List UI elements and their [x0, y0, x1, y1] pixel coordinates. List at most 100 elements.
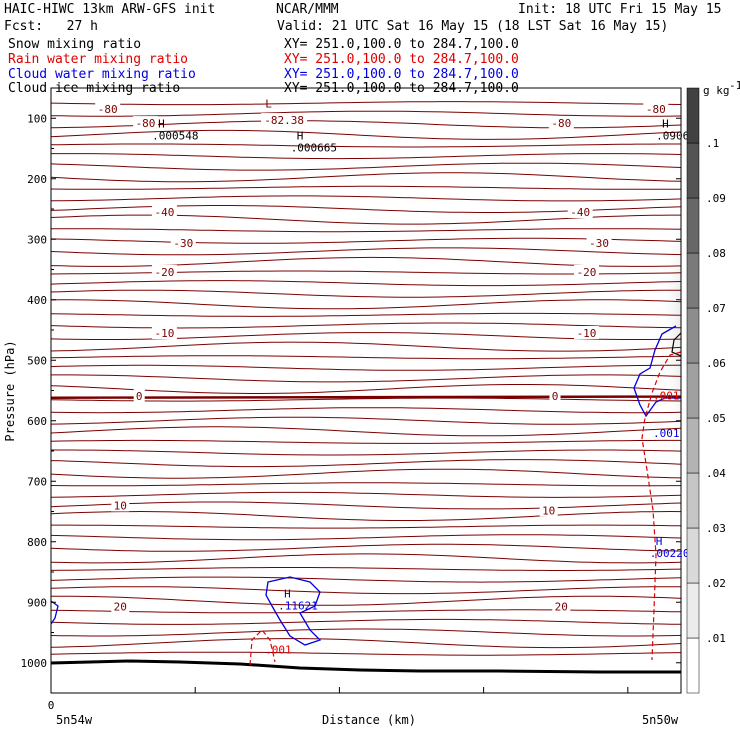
ice-shading [650, 222, 681, 438]
x-axis-label: Distance (km) [322, 713, 416, 727]
isotherm-line [51, 468, 681, 479]
isotherm-line [51, 543, 681, 552]
isotherm-line [51, 195, 681, 202]
cloud-water-contour [51, 600, 59, 625]
center-label: NCAR/MMM [276, 2, 339, 17]
field-name-cloud-water: Cloud water mixing ratio [8, 67, 196, 82]
colorbar-segment [686, 142, 700, 199]
temperature-label: -82.38 [264, 114, 304, 127]
temperature-label-bg [151, 205, 177, 219]
isotherm-line [51, 172, 681, 183]
isotherm-line [51, 524, 681, 529]
y-tick-label: 700 [27, 475, 47, 488]
temperature-label: 20 [555, 600, 568, 613]
isotherm-line [51, 576, 681, 583]
isotherm-line [51, 355, 681, 360]
field-xy-rain: XY= 251.0,100.0 to 284.7,100.0 [284, 52, 519, 67]
colorbar-label: .06 [706, 357, 726, 370]
temperature-label: 0 [136, 390, 143, 403]
extremum-marker: H [662, 117, 669, 130]
temperature-label: -20 [154, 266, 174, 279]
field-name-snow: Snow mixing ratio [8, 37, 142, 52]
isotherm-line [51, 595, 681, 606]
y-tick-label: 500 [27, 354, 47, 367]
temperature-label-bg [552, 599, 571, 613]
isotherm-line [51, 101, 681, 106]
y-tick-label: 600 [27, 415, 47, 428]
temperature-label: 10 [114, 499, 127, 512]
temperature-label-bg [548, 116, 574, 130]
isotherm-line [51, 299, 681, 310]
isotherm-line [51, 162, 681, 171]
temperature-label: -30 [589, 237, 609, 250]
isotherm-line [51, 567, 681, 571]
y-tick-label: 300 [27, 233, 47, 246]
temperature-label-bg [586, 235, 612, 249]
temperature-label: -80 [98, 103, 118, 116]
model-title: HAIC-HIWC 13km ARW-GFS init [4, 2, 216, 17]
cloud-water-contour [633, 325, 681, 418]
temperature-label: -80 [646, 103, 666, 116]
temperature-label: -10 [577, 327, 597, 340]
field-xy-cloud-water: XY= 251.0,100.0 to 284.7,100.0 [284, 67, 519, 82]
isotherm-line [51, 110, 681, 117]
extremum-marker: H [284, 587, 291, 600]
x-start-location: 5n54w [56, 713, 93, 727]
temperature-label-bg [151, 326, 177, 340]
isotherm-line [51, 534, 681, 541]
colorbar-segment [686, 582, 700, 639]
isotherm-line [51, 374, 681, 383]
zero-isotherm [51, 395, 681, 399]
y-tick-label: 1000 [21, 657, 48, 670]
isotherm-line [51, 228, 681, 233]
isotherm-line [51, 237, 681, 244]
isotherm-line [51, 628, 681, 637]
isotherm-line [51, 651, 681, 656]
colorbar-label: .05 [706, 412, 726, 425]
temperature-label-bg [133, 116, 158, 130]
colorbar-segment [686, 527, 700, 584]
init-time: Init: 18 UTC Fri 15 May 15 [518, 2, 722, 17]
temperature-label-bg [151, 264, 177, 278]
temperature-label: -20 [577, 266, 597, 279]
isotherm-line [51, 618, 681, 625]
colorbar-segment [686, 637, 700, 694]
valid-time: Valid: 21 UTC Sat 16 May 15 (18 LST Sat … [277, 19, 669, 34]
y-tick-label: 200 [27, 173, 47, 186]
x-zero-tick-label: 0 [48, 699, 55, 712]
isotherm-line [51, 143, 681, 148]
isotherm-line [51, 638, 681, 649]
isotherm-line [51, 289, 681, 298]
colorbar-segment [686, 197, 700, 254]
colorbar-segment [686, 307, 700, 364]
temperature-label-bg [261, 113, 308, 127]
isotherm-line [51, 459, 681, 468]
forecast-hour: Fcst: 27 h [4, 19, 98, 34]
extremum-value: .002206 [650, 547, 696, 560]
temperature-label-bg [574, 264, 599, 278]
temperature-label-bg [643, 102, 669, 116]
contour-value-label: .001 [653, 427, 680, 440]
isotherm-line [51, 384, 681, 394]
temperature-label: -30 [173, 237, 193, 250]
extremum-marker: H [158, 117, 165, 130]
y-tick-label: 800 [27, 536, 47, 549]
colorbar-label: .01 [706, 632, 726, 645]
field-name-rain: Rain water mixing ratio [8, 52, 189, 67]
isotherm-line [51, 586, 681, 595]
colorbar-label: .03 [706, 522, 726, 535]
temperature-label-bg [95, 102, 121, 116]
isotherm-line [51, 312, 681, 317]
colorbar-label: .04 [706, 467, 726, 480]
isotherm-line [51, 416, 681, 425]
x-end-location: 5n50w [642, 713, 679, 727]
isotherm-line [51, 397, 681, 402]
colorbar-segment [686, 362, 700, 419]
terrain-line [51, 659, 681, 674]
temperature-label-bg [539, 503, 558, 517]
colorbar-segment [686, 472, 700, 529]
colorbar-unit-exponent: -1 [729, 79, 740, 92]
isotherm-line [51, 501, 681, 510]
colorbar-segment [686, 417, 700, 474]
